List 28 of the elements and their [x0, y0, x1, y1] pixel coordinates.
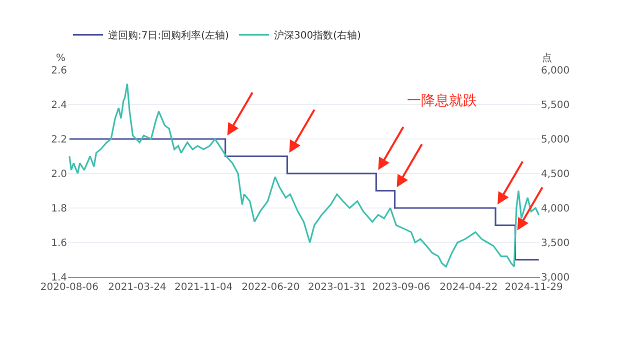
x-tick-label: 2024-04-22 [440, 282, 498, 293]
annotation: 一降息就跌 [407, 93, 477, 109]
x-tick-label: 2023-09-06 [372, 282, 430, 293]
x-tick-label: 2021-11-04 [174, 282, 233, 293]
y-tick-label: 2.4 [51, 100, 67, 111]
x-tick-label: 2024-11-29 [504, 282, 563, 293]
y-tick-label: 1.4 [51, 272, 67, 284]
y2-tick-label: 4,000 [541, 204, 570, 214]
x-tick-label: 2022-06-20 [242, 282, 300, 293]
y2-axis-title: 点 [542, 52, 552, 64]
y-axis-title: % [56, 53, 66, 64]
y-tick-label: 1.6 [51, 238, 67, 249]
y2-tick-label: 3,000 [541, 272, 570, 284]
y2-tick-label: 5,000 [541, 134, 570, 146]
y-tick-label: 2.0 [51, 169, 67, 180]
x-tick-label: 2020-08-06 [40, 282, 99, 293]
y-tick-label: 1.8 [51, 204, 67, 214]
y2-tick-label: 6,000 [541, 66, 570, 76]
legend-label: 逆回购:7日:回购利率(左轴) [108, 30, 229, 42]
y-tick-label: 2.6 [51, 66, 67, 76]
y2-tick-label: 5,500 [541, 100, 570, 111]
y-tick-label: 2.2 [51, 134, 67, 146]
x-tick-label: 2023-01-31 [308, 282, 366, 293]
legend-label: 沪深300指数(右轴) [274, 30, 361, 42]
y2-tick-label: 4,500 [541, 169, 570, 180]
x-tick-label: 2021-03-24 [108, 282, 166, 293]
line-series [68, 83, 540, 268]
y2-tick-label: 3,500 [541, 238, 570, 249]
